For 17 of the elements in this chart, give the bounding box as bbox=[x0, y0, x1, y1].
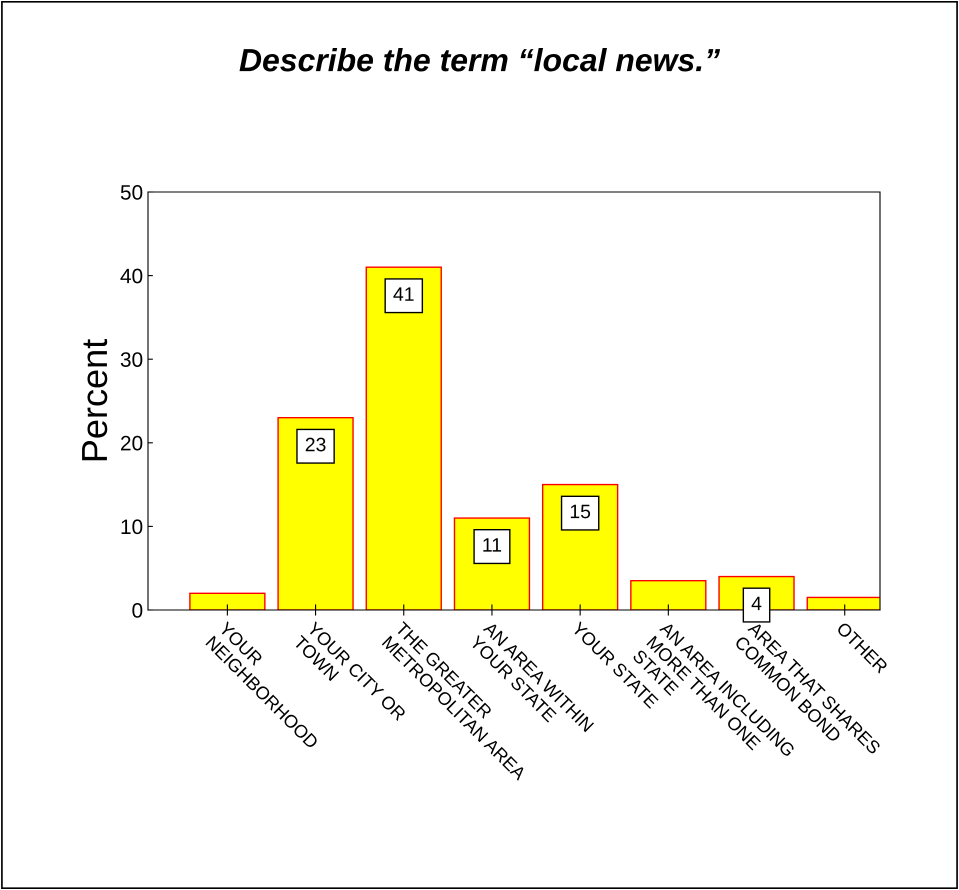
y-tick-label: 20 bbox=[121, 436, 142, 451]
bar bbox=[366, 266, 442, 610]
y-axis-title: Percent bbox=[82, 339, 108, 460]
bar bbox=[630, 580, 707, 610]
data-label: 4 bbox=[752, 596, 762, 610]
y-tick-label: 40 bbox=[120, 268, 142, 284]
y-tick-label: 30 bbox=[120, 352, 142, 367]
data-label: 23 bbox=[306, 438, 326, 452]
chart-title: Describe the term “local news.” bbox=[240, 48, 720, 72]
bar bbox=[189, 592, 266, 610]
data-label: 15 bbox=[570, 504, 590, 518]
y-tick-label: 0 bbox=[132, 603, 142, 618]
bar bbox=[277, 417, 354, 610]
y-tick-label: 10 bbox=[122, 519, 142, 534]
y-tick-label: 50 bbox=[120, 185, 142, 200]
data-label: 11 bbox=[483, 538, 502, 552]
data-label: 41 bbox=[393, 287, 414, 301]
